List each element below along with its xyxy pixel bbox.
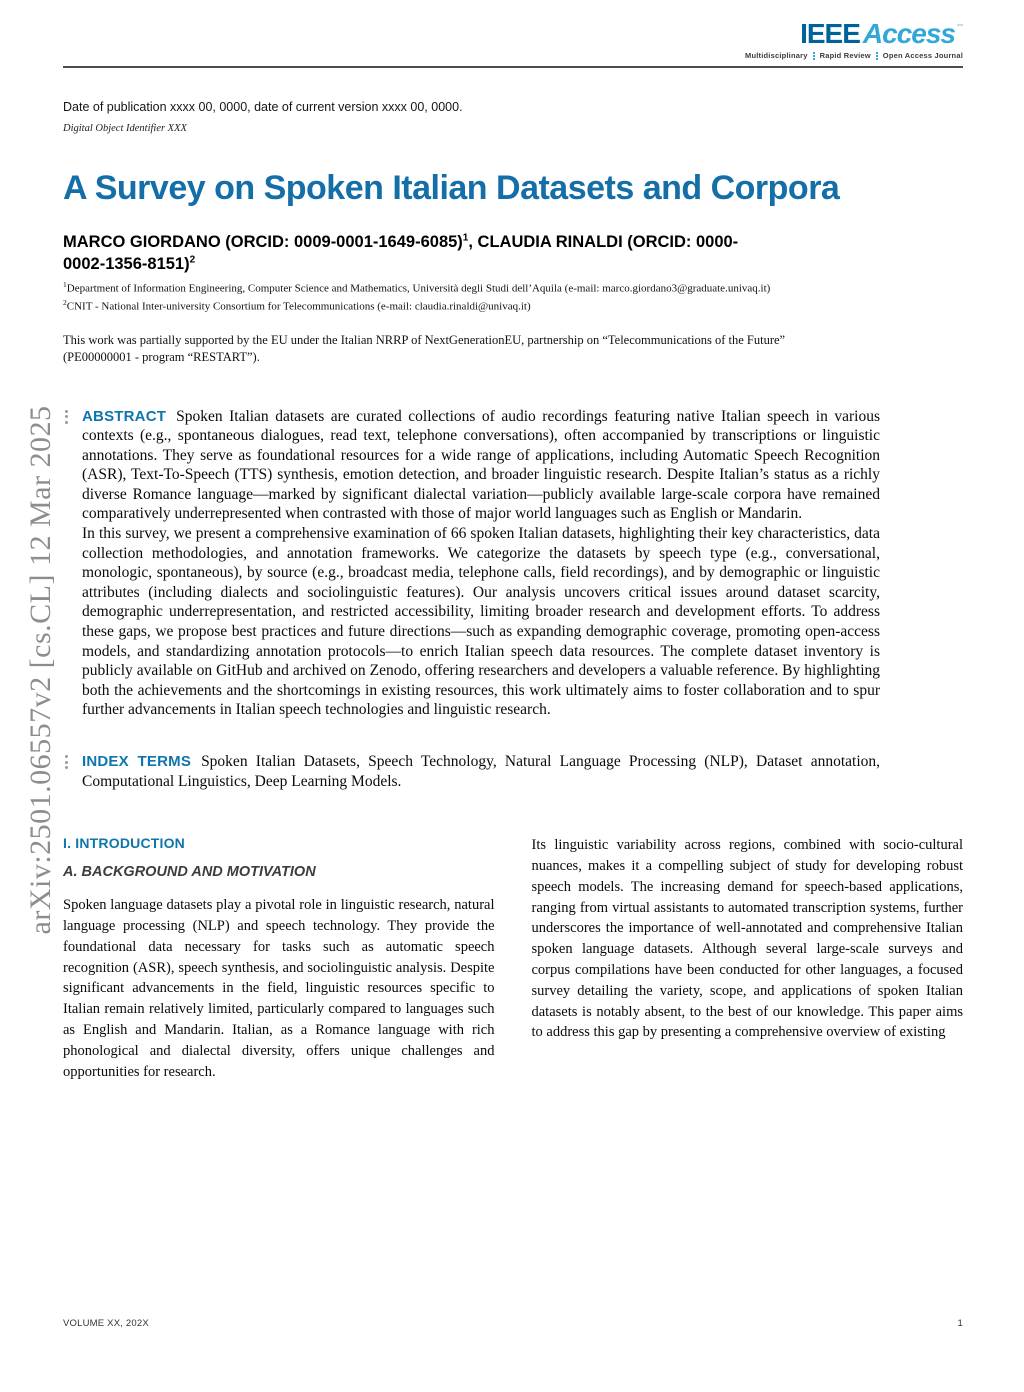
journal-header: IEEE Access Multidisciplinary Rapid Revi… (63, 18, 963, 60)
ieee-access-logo: IEEE Access Multidisciplinary Rapid Revi… (745, 18, 963, 60)
header-rule (63, 66, 963, 68)
trademark-mark-icon (957, 24, 963, 26)
abstract-paragraph-1: ABSTRACT Spoken Italian datasets are cura… (82, 407, 880, 525)
index-terms-text: Spoken Italian Datasets, Speech Technolo… (82, 753, 881, 790)
body-columns: I. INTRODUCTION A. BACKGROUND AND MOTIVA… (63, 835, 963, 1082)
author-2-affiliation-sup: 2 (189, 254, 196, 266)
affiliation-sup: 2 (63, 297, 67, 307)
right-column: Its linguistic variability across region… (532, 835, 964, 1082)
doi-line: Digital Object Identifier XXX (63, 123, 187, 134)
author-line: MARCO GIORDANO (ORCID: 0009-0001-1649-60… (63, 231, 763, 276)
footer-page-number: 1 (957, 1318, 963, 1329)
access-logo-text: Access (862, 18, 956, 49)
section-heading-introduction: I. INTRODUCTION (63, 835, 185, 852)
tagline-part: Open Access Journal (882, 51, 963, 60)
section-marker-dots-icon (65, 409, 68, 424)
footer-volume: VOLUME XX, 202X (63, 1318, 149, 1329)
author-2: CLAUDIA RINALDI (ORCID: 0000-0002-1356-8… (63, 232, 739, 274)
publication-date-line: Date of publication xxxx 00, 0000, date … (63, 100, 463, 114)
tagline-part: Multidisciplinary (745, 51, 808, 60)
abstract-text-1: Spoken Italian datasets are curated coll… (82, 407, 880, 523)
index-terms-paragraph: INDEX TERMS Spoken Italian Datasets, Spee… (82, 752, 880, 791)
affiliations: 1Department of Information Engineering, … (63, 280, 963, 315)
intro-paragraph-left: Spoken language datasets play a pivotal … (63, 897, 495, 1080)
paper-title: A Survey on Spoken Italian Datasets and … (63, 169, 840, 207)
affiliation-text: CNIT - National Inter-university Consort… (66, 300, 531, 313)
abstract-paragraph-2: In this survey, we present a comprehensi… (82, 525, 880, 719)
logo-wordmark: IEEE Access (745, 18, 963, 50)
ieee-logo-text: IEEE (800, 18, 861, 49)
journal-tagline: Multidisciplinary Rapid Review Open Acce… (745, 51, 963, 60)
subsection-heading-background: A. BACKGROUND AND MOTIVATION (63, 864, 316, 881)
index-terms-section: INDEX TERMS Spoken Italian Datasets, Spee… (65, 752, 880, 791)
arxiv-watermark: arXiv:2501.06557v2 [cs.CL] 12 Mar 2025 (24, 405, 57, 935)
tagline-separator-icon (875, 51, 878, 60)
affiliation-line: 2CNIT - National Inter-university Consor… (63, 298, 963, 316)
affiliation-line: 1Department of Information Engineering, … (63, 280, 963, 298)
intro-paragraph-right: Its linguistic variability across region… (531, 837, 964, 1041)
author-separator: , (468, 232, 478, 251)
abstract-label: ABSTRACT (82, 407, 167, 425)
author-1-affiliation-sup: 1 (462, 232, 469, 244)
author-1: MARCO GIORDANO (ORCID: 0009-0001-1649-60… (63, 232, 463, 251)
index-terms-label: INDEX TERMS (82, 753, 192, 771)
funding-note: This work was partially supported by the… (63, 332, 786, 365)
tagline-part: Rapid Review (819, 51, 871, 60)
section-marker-dots-icon (65, 755, 68, 770)
affiliation-sup: 1 (63, 280, 67, 290)
left-column: I. INTRODUCTION A. BACKGROUND AND MOTIVA… (63, 835, 495, 1082)
abstract-section: ABSTRACT Spoken Italian datasets are cura… (65, 407, 880, 721)
page-footer: VOLUME XX, 202X 1 (63, 1318, 963, 1329)
affiliation-text: Department of Information Engineering, C… (66, 282, 771, 295)
tagline-separator-icon (812, 51, 815, 60)
